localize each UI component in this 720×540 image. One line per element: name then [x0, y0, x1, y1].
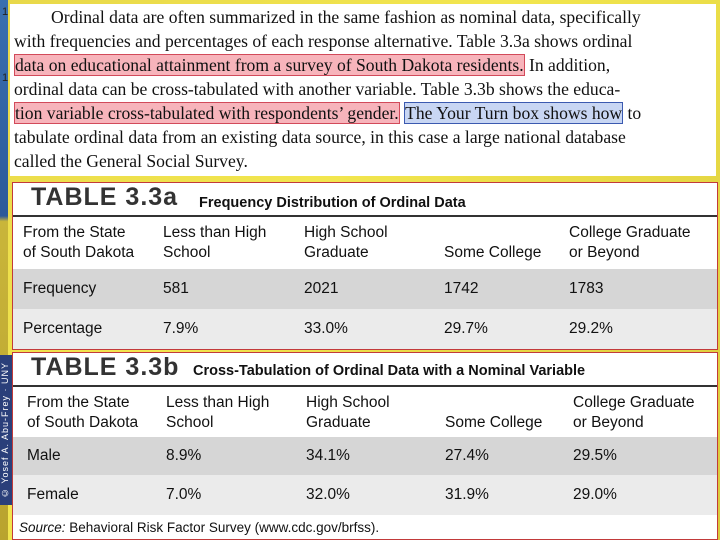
- table-row: Frequency 581 2021 1742 1783: [13, 269, 717, 309]
- highlight-table-a: data on educational attainment from a su…: [14, 54, 525, 76]
- table-rule: [13, 215, 717, 217]
- table-row: Male 8.9% 34.1% 27.4% 29.5%: [13, 437, 717, 475]
- table-3-3a: TABLE 3.3a Frequency Distribution of Ord…: [12, 182, 718, 350]
- highlight-your-turn: The Your Turn box shows how: [404, 102, 624, 124]
- column-header: High School Graduate: [304, 224, 388, 261]
- table-row: Percentage 7.9% 33.0% 29.7% 29.2%: [13, 309, 717, 349]
- column-header: From the State of South Dakota: [27, 394, 139, 431]
- table-rule: [13, 385, 717, 387]
- body-paragraph: Ordinal data are often summarized in the…: [10, 4, 716, 176]
- side-number-top: 1: [2, 6, 9, 18]
- table-header: TABLE 3.3a Frequency Distribution of Ord…: [13, 183, 717, 215]
- paragraph-line: called the General Social Survey.: [14, 151, 248, 171]
- column-header: College Graduate or Beyond: [573, 394, 695, 431]
- table-label: TABLE 3.3b: [31, 353, 180, 381]
- paragraph-line: tion variable cross-tabulated with respo…: [14, 102, 642, 124]
- table-3-3b: TABLE 3.3b Cross-Tabulation of Ordinal D…: [12, 352, 718, 540]
- left-edge-stripe: [0, 0, 8, 540]
- table-title: Frequency Distribution of Ordinal Data: [199, 195, 466, 211]
- paragraph-line: with frequencies and percentages of each…: [14, 31, 633, 51]
- column-header: Some College: [445, 414, 543, 431]
- table-row: Female 7.0% 32.0% 31.9% 29.0%: [13, 475, 717, 515]
- column-header: Less than High School: [163, 224, 267, 261]
- copyright-notice: © Yosef A. Abu-Frey · UNY: [0, 355, 12, 505]
- paragraph-line: data on educational attainment from a su…: [14, 54, 611, 76]
- table-label: TABLE 3.3a: [31, 183, 179, 211]
- table-header: TABLE 3.3b Cross-Tabulation of Ordinal D…: [13, 353, 717, 385]
- column-header: College Graduate or Beyond: [569, 224, 691, 261]
- paragraph-line: Ordinal data are often summarized in the…: [51, 7, 641, 27]
- column-header-row: From the State of South Dakota Less than …: [13, 223, 717, 267]
- column-header: From the State of South Dakota: [23, 224, 135, 261]
- paragraph-line: ordinal data can be cross-tabulated with…: [14, 79, 621, 99]
- table-source: Source: Behavioral Risk Factor Survey (w…: [19, 520, 380, 535]
- table-title: Cross-Tabulation of Ordinal Data with a …: [193, 363, 586, 379]
- side-number-bottom: 1: [2, 72, 9, 84]
- column-header: Less than High School: [166, 394, 270, 431]
- highlight-table-b: tion variable cross-tabulated with respo…: [14, 102, 400, 124]
- paragraph-line: tabulate ordinal data from an existing d…: [14, 127, 626, 147]
- column-header: High School Graduate: [306, 394, 390, 431]
- column-header: Some College: [444, 244, 542, 261]
- column-header-row: From the State of South Dakota Less than …: [13, 393, 717, 437]
